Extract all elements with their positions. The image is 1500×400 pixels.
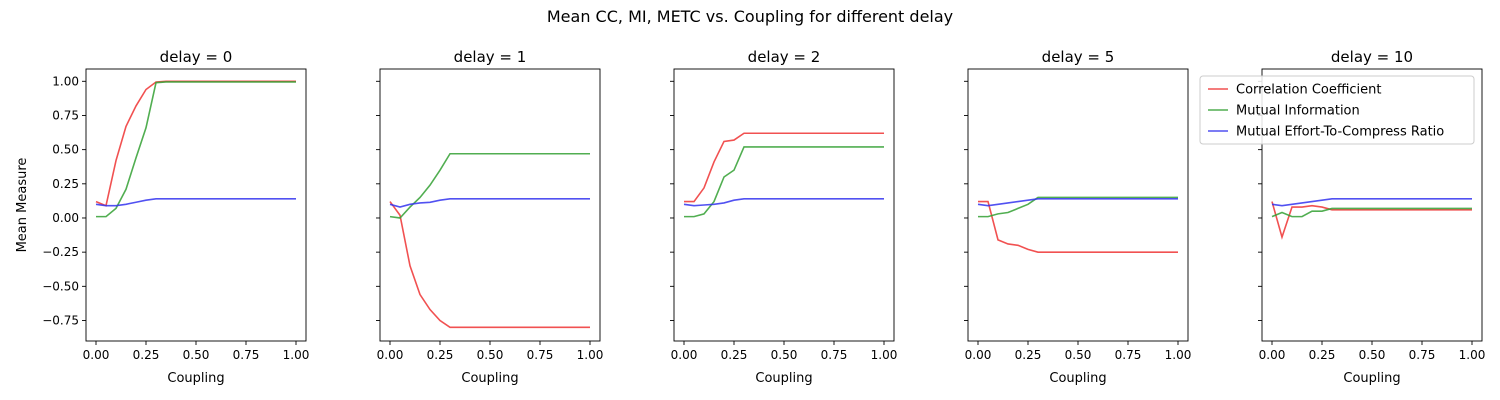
panel-3: delay = 5 0.00 0.25 0.50 0.75 1.00 Coupling bbox=[964, 48, 1191, 386]
x-tick-label: 0.75 bbox=[821, 348, 848, 362]
panel-0: delay = 0 0.00 0.25 0.50 0.75 1.00 −0.75 −0.50 −… bbox=[15, 48, 309, 386]
y-tick-label: 0.75 bbox=[52, 108, 79, 122]
series-line-mutual-information bbox=[978, 196, 1178, 218]
x-tick-label: 0.50 bbox=[477, 348, 504, 362]
x-tick-label: 1.00 bbox=[1459, 348, 1486, 362]
x-tick-label: 0.25 bbox=[1015, 348, 1042, 362]
x-tick-label: 1.00 bbox=[1165, 348, 1192, 362]
x-tick-label: 1.00 bbox=[577, 348, 604, 362]
y-tick-label: 0.25 bbox=[52, 177, 79, 191]
y-axis-label: Mean Measure bbox=[15, 158, 30, 253]
x-tick-label: 1.00 bbox=[283, 348, 310, 362]
panel-title: delay = 1 bbox=[454, 48, 527, 66]
series-line-correlation-coefficient bbox=[684, 132, 884, 203]
x-tick-label: 0.00 bbox=[83, 348, 110, 362]
x-tick-label: 0.75 bbox=[1409, 348, 1436, 362]
plot-frame bbox=[967, 68, 1189, 342]
series-line-correlation-coefficient bbox=[978, 200, 1178, 253]
x-tick-label: 0.50 bbox=[183, 348, 210, 362]
series-line-mutual-effort-to-compress-ratio bbox=[1271, 198, 1472, 207]
legend: Correlation Coefficient Mutual Informatio… bbox=[1199, 75, 1475, 145]
y-tick-label: −0.75 bbox=[42, 313, 79, 327]
x-axis-label: Coupling bbox=[1049, 371, 1106, 386]
x-tick-label: 0.75 bbox=[1115, 348, 1142, 362]
x-tick-label: 0.00 bbox=[671, 348, 698, 362]
panel-1: delay = 1 0.00 0.25 0.50 0.75 1.00 Coupling bbox=[376, 48, 603, 386]
figure-title: Mean CC, MI, METC vs. Coupling for diffe… bbox=[547, 7, 953, 26]
x-tick-label: 0.75 bbox=[527, 348, 554, 362]
x-axis-label: Coupling bbox=[755, 371, 812, 386]
series-line-mutual-effort-to-compress-ratio bbox=[683, 198, 884, 207]
x-tick-label: 0.00 bbox=[1259, 348, 1286, 362]
y-tick-label: −0.25 bbox=[42, 245, 79, 259]
y-tick-label: 0.00 bbox=[52, 211, 79, 225]
legend-box bbox=[1199, 75, 1475, 145]
panel-title: delay = 0 bbox=[160, 48, 233, 66]
panels: delay = 0 0.00 0.25 0.50 0.75 1.00 −0.75 −0.50 −… bbox=[15, 48, 1485, 386]
series-line-correlation-coefficient bbox=[389, 201, 590, 329]
series-line-mutual-information bbox=[389, 152, 590, 219]
panel-4: delay = 10 0.00 0.25 0.50 0.75 1.00 Coupling bbox=[1258, 48, 1485, 386]
series-line-mutual-information bbox=[1271, 207, 1472, 218]
x-tick-label: 0.50 bbox=[1359, 348, 1386, 362]
legend-label: Mutual Effort-To-Compress Ratio bbox=[1236, 125, 1444, 140]
legend-item: Mutual Effort-To-Compress Ratio bbox=[1208, 125, 1444, 140]
x-axis-label: Coupling bbox=[1343, 371, 1400, 386]
x-tick-label: 0.25 bbox=[133, 348, 160, 362]
panel-2: delay = 2 0.00 0.25 0.50 0.75 1.00 Coupling bbox=[670, 48, 897, 386]
y-tick-label: −0.50 bbox=[42, 279, 79, 293]
series-line-mutual-information bbox=[684, 146, 884, 218]
x-tick-label: 0.25 bbox=[721, 348, 748, 362]
x-tick-label: 0.25 bbox=[427, 348, 454, 362]
series-line-mutual-effort-to-compress-ratio bbox=[977, 198, 1178, 207]
x-tick-label: 0.50 bbox=[771, 348, 798, 362]
x-tick-label: 0.00 bbox=[377, 348, 404, 362]
panel-title: delay = 2 bbox=[748, 48, 821, 66]
x-tick-label: 1.00 bbox=[871, 348, 898, 362]
legend-label: Correlation Coefficient bbox=[1236, 83, 1382, 98]
y-tick-label: 0.50 bbox=[52, 143, 79, 157]
series-line-mutual-effort-to-compress-ratio bbox=[389, 198, 590, 208]
y-tick-label: 1.00 bbox=[52, 74, 79, 88]
x-tick-label: 0.50 bbox=[1065, 348, 1092, 362]
x-tick-label: 0.00 bbox=[965, 348, 992, 362]
legend-label: Mutual Information bbox=[1236, 104, 1360, 119]
legend-item: Mutual Information bbox=[1208, 104, 1360, 119]
x-axis-label: Coupling bbox=[461, 371, 518, 386]
panel-title: delay = 5 bbox=[1042, 48, 1115, 66]
series-line-correlation-coefficient bbox=[1271, 201, 1472, 240]
legend-item: Correlation Coefficient bbox=[1208, 83, 1382, 98]
series-line-mutual-information bbox=[96, 81, 296, 218]
panel-title: delay = 10 bbox=[1331, 48, 1413, 66]
x-tick-label: 0.25 bbox=[1309, 348, 1336, 362]
series-line-mutual-effort-to-compress-ratio bbox=[95, 198, 296, 207]
x-axis-label: Coupling bbox=[167, 371, 224, 386]
x-tick-label: 0.75 bbox=[233, 348, 260, 362]
